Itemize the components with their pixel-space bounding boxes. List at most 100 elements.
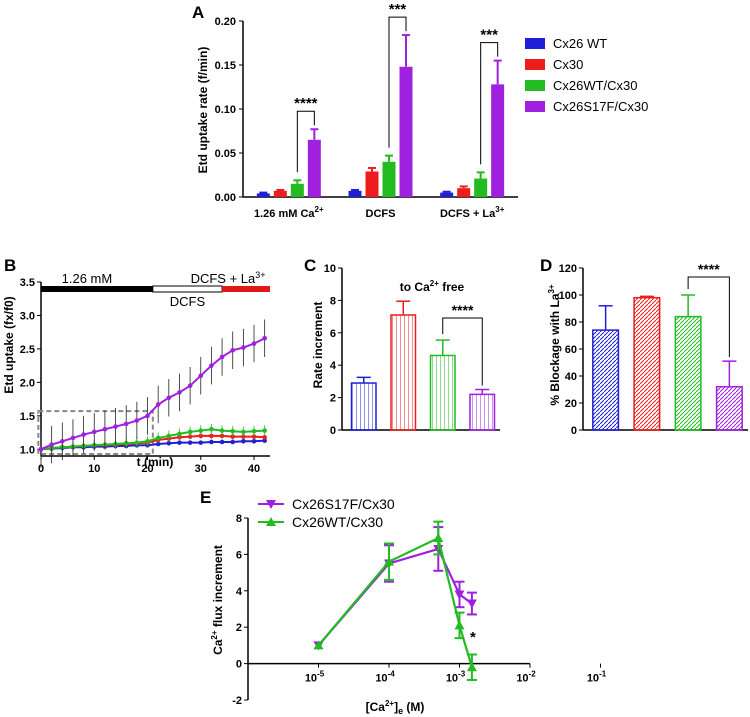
- panel-d: D % Blockage with La3+ 0 20 40 60 80 100 120 **…: [540, 256, 748, 437]
- panel-c-letter: C: [304, 256, 316, 275]
- panel-e-series-line: [317, 536, 473, 668]
- panel-b-point: [187, 429, 193, 435]
- panel-b-point: [187, 383, 193, 389]
- panel-b-ytick-label: 2.0: [20, 377, 35, 389]
- condition-bar-dcfs: [152, 285, 223, 293]
- panel-c-ylabel: Rate increment: [311, 302, 325, 389]
- panel-e-ylabel: Ca2+ flux increment: [210, 545, 225, 655]
- panel-b: B Etd uptake (fx/f0) t (min) 1.0 1.5 2.0 2.…: [2, 256, 270, 475]
- panel-b-series-line: [40, 337, 266, 451]
- panel-d-bar: [633, 296, 661, 431]
- panel-c-bar: [429, 354, 456, 431]
- panel-b-series-line: [40, 439, 265, 451]
- panel-d-ytick-label: 40: [565, 371, 577, 383]
- panel-b-point: [187, 440, 193, 445]
- panel-c-significance-bracket: [442, 317, 483, 386]
- panel-a: A Etd uptake rate (f/min) 0.00 0.05 0.10 0.…: [192, 1, 648, 220]
- panel-e-point: [313, 640, 324, 650]
- panel-a-bar: [491, 84, 505, 197]
- panel-b-point: [230, 428, 236, 434]
- panel-d-ytick-label: 80: [565, 317, 577, 329]
- panel-b-xtick-label: 30: [195, 463, 207, 475]
- panel-b-point: [262, 434, 267, 440]
- panel-a-ytick-label: 0.05: [215, 148, 236, 160]
- panel-e-xtick-label: 10-5: [305, 670, 325, 685]
- panel-b-letter: B: [4, 256, 16, 275]
- panel-e-xtick-label: 10-1: [587, 670, 607, 685]
- panel-b-xtick-label: 40: [248, 463, 260, 475]
- panel-a-bar: [365, 171, 379, 197]
- panel-e-xtick-label: 10-3: [446, 670, 466, 685]
- legend-label: Cx26WT/Cx30: [292, 514, 383, 530]
- legend-label: Cx30: [553, 57, 583, 72]
- panel-b-point: [230, 439, 236, 445]
- panel-b-point: [145, 413, 150, 419]
- panel-b-point: [219, 354, 225, 360]
- condition-bar-calcium: [41, 286, 153, 292]
- panel-e-legend: Cx26S17F/Cx30 Cx26WT/Cx30: [258, 496, 395, 530]
- panel-b-point: [134, 418, 140, 423]
- panel-a-significance-label: ***: [480, 27, 498, 44]
- panel-d-ytick-label: 60: [565, 344, 577, 356]
- panel-a-group-label: DCFS: [366, 208, 396, 220]
- panel-b-point: [155, 441, 161, 447]
- panel-a-bar: [440, 192, 454, 197]
- panel-e-point: [454, 590, 465, 600]
- panel-a-bar: [256, 193, 270, 197]
- legend-marker: [266, 517, 276, 526]
- panel-b-point: [38, 447, 44, 452]
- panel-b-point: [177, 440, 182, 445]
- panel-a-significance-label: ***: [389, 1, 407, 18]
- legend-label: Cx26 WT: [553, 36, 607, 51]
- panel-e-ytick-label: 6: [236, 549, 242, 561]
- panel-b-point: [251, 434, 257, 439]
- legend-swatch: [525, 80, 545, 91]
- panel-c-ytick-label: 4: [330, 360, 337, 372]
- panel-b-point: [230, 347, 236, 353]
- panel-b-ylabel: Etd uptake (fx/f0): [2, 296, 16, 393]
- panel-a-significance-label: ****: [294, 95, 318, 112]
- panel-b-point: [134, 440, 140, 445]
- legend-swatch: [525, 38, 545, 49]
- panel-e-series-line: [317, 547, 473, 647]
- panel-d-bar: [592, 329, 620, 431]
- panel-b-point: [166, 440, 172, 446]
- panel-b-point: [262, 438, 267, 443]
- panel-a-bar: [290, 183, 304, 197]
- panel-b-point: [177, 431, 182, 437]
- panel-d-significance-bracket: [687, 276, 730, 358]
- panel-b-point: [198, 428, 204, 433]
- panel-d-ytick-label: 20: [565, 398, 577, 410]
- panel-b-ytick-label: 1.5: [20, 411, 35, 423]
- condition-label-dcfs-la: DCFS + La3+: [191, 270, 266, 286]
- panel-d-letter: D: [540, 256, 552, 275]
- panel-b-point: [145, 438, 150, 444]
- panel-d-ytick-label: 0: [571, 425, 577, 437]
- panel-e-letter: E: [200, 488, 211, 507]
- panel-e-ytick-label: 8: [236, 513, 242, 525]
- panel-a-group-label: 1.26 mM Ca2+: [254, 205, 324, 220]
- panel-e-ytick-label: -2: [232, 695, 242, 707]
- panel-e-xlabel: [Ca2+]e (M): [366, 699, 425, 716]
- panel-a-ytick-label: 0.00: [215, 192, 236, 204]
- panel-b-point: [241, 345, 246, 350]
- panel-b-point: [177, 390, 182, 395]
- panel-e-ytick-label: 2: [236, 622, 242, 634]
- legend-label: Cx26WT/Cx30: [553, 78, 638, 93]
- panel-a-letter: A: [192, 3, 204, 22]
- panel-b-point: [209, 363, 214, 368]
- panel-a-significance-bracket: [480, 42, 499, 165]
- panel-c-ytick-label: 0: [330, 425, 336, 437]
- panel-a-ytick-label: 0.15: [215, 60, 236, 72]
- panel-e-point: [466, 599, 477, 609]
- zoom-region-box: [37, 410, 154, 455]
- panel-b-point: [251, 428, 257, 434]
- panel-a-legend: Cx26 WT Cx30 Cx26WT/Cx30 Cx26S17F/Cx30: [525, 36, 648, 114]
- panel-e-point: [454, 620, 465, 630]
- panel-b-point: [60, 438, 65, 444]
- panel-b-point: [198, 433, 204, 439]
- panel-b-point: [209, 433, 214, 439]
- condition-bar-dcfs-la: [222, 286, 270, 292]
- panel-a-bar: [474, 178, 488, 197]
- panel-b-point: [166, 433, 172, 439]
